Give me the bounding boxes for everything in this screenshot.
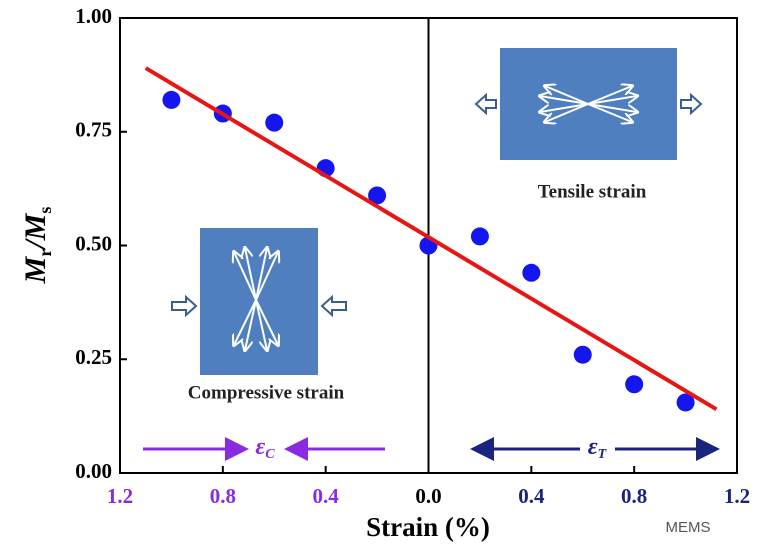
x-tick-label: 0.0 — [415, 484, 441, 508]
compressive-label: Compressive strain — [188, 382, 345, 403]
y-label-part: M — [19, 255, 52, 284]
y-tick-label: 0.00 — [75, 459, 112, 483]
eps-c-symbol: ε — [255, 434, 265, 460]
data-point — [470, 227, 489, 246]
data-point — [162, 90, 181, 109]
y-label-part: r — [35, 249, 55, 257]
x-tick-label: 1.2 — [107, 484, 133, 508]
compressive-inset — [171, 228, 347, 375]
x-tick-label: 0.4 — [313, 484, 340, 508]
watermark: MEMS — [666, 519, 711, 536]
y-tick-label: 1.00 — [75, 4, 112, 28]
data-point — [573, 345, 592, 364]
data-point — [676, 393, 695, 412]
y-label-part: s — [35, 207, 55, 214]
eps-c-sub: C — [265, 447, 275, 462]
data-point — [265, 113, 284, 132]
eps-t-symbol: ε — [588, 434, 598, 460]
x-tick-label: 1.2 — [724, 484, 750, 508]
y-tick-label: 0.75 — [75, 118, 112, 142]
eps-c: εC — [255, 434, 275, 463]
eps-t-sub: T — [598, 447, 608, 462]
data-point — [625, 375, 644, 394]
eps-t: εT — [588, 434, 608, 463]
tensile-label: Tensile strain — [538, 181, 647, 202]
y-tick-label: 0.50 — [75, 231, 112, 255]
x-tick-label: 0.8 — [621, 484, 647, 508]
data-point — [368, 186, 387, 205]
tensile-inset — [474, 48, 703, 160]
y-label-part: /M — [19, 212, 52, 250]
y-axis-label: Mr/Ms — [19, 207, 55, 285]
fit-line — [144, 66, 718, 412]
x-tick-label: 0.8 — [210, 484, 236, 508]
data-point — [522, 263, 541, 282]
y-tick-label: 0.25 — [75, 345, 112, 369]
x-tick-label: 0.4 — [518, 484, 545, 508]
x-axis-label: Strain (%) — [366, 512, 490, 542]
